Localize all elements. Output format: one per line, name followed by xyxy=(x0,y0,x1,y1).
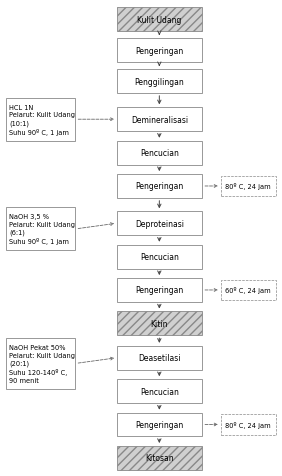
FancyBboxPatch shape xyxy=(117,413,202,436)
Text: Pengeringan: Pengeringan xyxy=(135,286,184,295)
Text: Penggilingan: Penggilingan xyxy=(135,78,184,86)
FancyBboxPatch shape xyxy=(117,379,202,403)
Text: 60º C, 24 jam: 60º C, 24 jam xyxy=(225,287,271,294)
FancyBboxPatch shape xyxy=(117,108,202,132)
FancyBboxPatch shape xyxy=(117,212,202,236)
Text: Kulit Udang: Kulit Udang xyxy=(137,16,182,24)
Text: 80º C, 24 jam: 80º C, 24 jam xyxy=(225,421,271,428)
FancyBboxPatch shape xyxy=(117,175,202,198)
Text: HCL 1N
Pelarut: Kulit Udang
(10:1)
Suhu 90º C, 1 jam: HCL 1N Pelarut: Kulit Udang (10:1) Suhu … xyxy=(9,104,75,136)
FancyBboxPatch shape xyxy=(117,278,202,302)
Text: Pencucian: Pencucian xyxy=(140,253,179,261)
FancyBboxPatch shape xyxy=(117,141,202,165)
FancyBboxPatch shape xyxy=(117,39,202,63)
Text: NaOH Pekat 50%
Pelarut: Kulit Udang
(20:1)
Suhu 120-140º C,
90 menit: NaOH Pekat 50% Pelarut: Kulit Udang (20:… xyxy=(9,344,75,383)
FancyBboxPatch shape xyxy=(221,177,276,197)
FancyBboxPatch shape xyxy=(117,312,202,336)
Text: Deasetilasi: Deasetilasi xyxy=(138,354,180,362)
Text: Kitosan: Kitosan xyxy=(145,454,174,462)
Text: Pencucian: Pencucian xyxy=(140,387,179,396)
Text: Pengeringan: Pengeringan xyxy=(135,182,184,191)
Text: Demineralisasi: Demineralisasi xyxy=(131,116,188,124)
FancyBboxPatch shape xyxy=(6,208,75,251)
Text: Deproteinasi: Deproteinasi xyxy=(135,219,184,228)
FancyBboxPatch shape xyxy=(6,99,75,141)
FancyBboxPatch shape xyxy=(117,70,202,94)
Text: NaOH 3,5 %
Pelarut: Kulit Udang
(6:1)
Suhu 90º C, 1 jam: NaOH 3,5 % Pelarut: Kulit Udang (6:1) Su… xyxy=(9,214,75,245)
FancyBboxPatch shape xyxy=(117,446,202,470)
FancyBboxPatch shape xyxy=(221,415,276,435)
FancyBboxPatch shape xyxy=(117,8,202,32)
FancyBboxPatch shape xyxy=(6,338,75,389)
Text: Pengeringan: Pengeringan xyxy=(135,420,184,429)
Text: 80º C, 24 jam: 80º C, 24 jam xyxy=(225,183,271,190)
Text: Pencucian: Pencucian xyxy=(140,149,179,158)
FancyBboxPatch shape xyxy=(117,245,202,269)
Text: Kitin: Kitin xyxy=(151,319,168,328)
FancyBboxPatch shape xyxy=(221,280,276,300)
FancyBboxPatch shape xyxy=(117,346,202,370)
Text: Pengeringan: Pengeringan xyxy=(135,47,184,55)
